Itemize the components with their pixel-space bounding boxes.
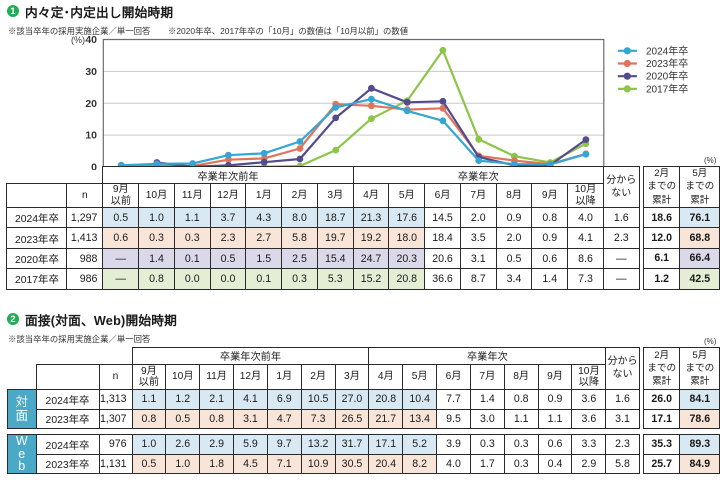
- svg-text:(%): (%): [71, 35, 85, 45]
- svg-text:2024年卒: 2024年卒: [646, 44, 688, 57]
- svg-text:2020年卒: 2020年卒: [646, 70, 688, 83]
- svg-text:2023年卒: 2023年卒: [646, 57, 688, 70]
- svg-text:20: 20: [85, 98, 97, 110]
- svg-text:40: 40: [85, 34, 97, 46]
- svg-text:30: 30: [85, 66, 97, 78]
- svg-text:10: 10: [85, 130, 97, 142]
- svg-text:2017年卒: 2017年卒: [646, 82, 688, 95]
- svg-text:0: 0: [91, 162, 97, 171]
